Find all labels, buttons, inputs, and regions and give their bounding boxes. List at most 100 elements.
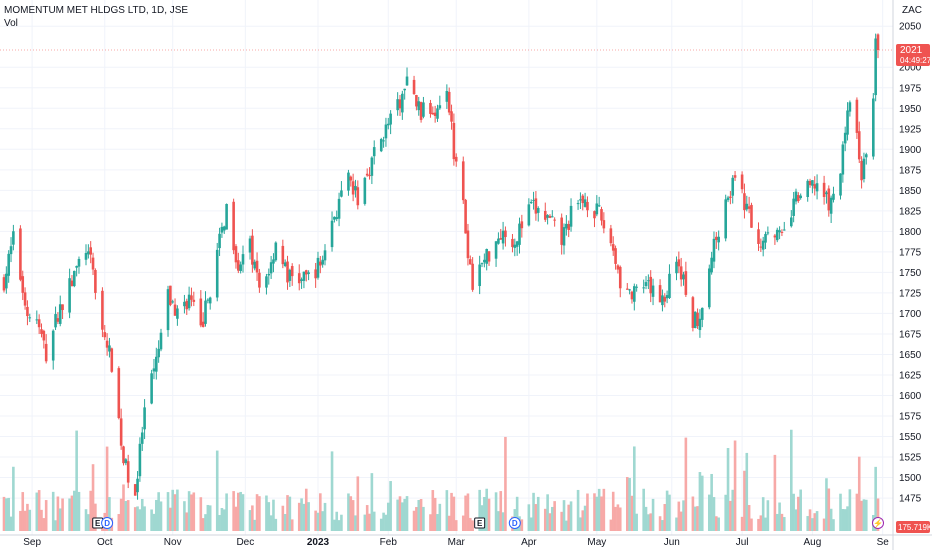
- candle[interactable]: [283, 259, 287, 268]
- candle[interactable]: [855, 97, 859, 139]
- candle[interactable]: [513, 238, 517, 257]
- candle[interactable]: [536, 206, 540, 222]
- candle[interactable]: [323, 244, 327, 266]
- candle[interactable]: [239, 261, 242, 274]
- candle[interactable]: [255, 252, 259, 281]
- candle[interactable]: [464, 198, 467, 234]
- candle[interactable]: [258, 268, 261, 293]
- candle[interactable]: [480, 262, 484, 268]
- candle[interactable]: [347, 169, 350, 196]
- candle[interactable]: [647, 274, 650, 290]
- candle[interactable]: [119, 408, 123, 450]
- candle[interactable]: [471, 257, 474, 292]
- candle[interactable]: [447, 87, 451, 116]
- candle[interactable]: [234, 244, 238, 269]
- candle[interactable]: [731, 175, 735, 204]
- candle[interactable]: [314, 262, 317, 288]
- candle[interactable]: [707, 264, 711, 310]
- candle[interactable]: [286, 255, 289, 290]
- candle[interactable]: [635, 284, 638, 292]
- candle[interactable]: [642, 279, 645, 294]
- candle[interactable]: [35, 310, 39, 325]
- candle[interactable]: [307, 270, 310, 281]
- candle[interactable]: [876, 33, 880, 59]
- candle[interactable]: [265, 273, 268, 295]
- candle[interactable]: [764, 231, 767, 250]
- candle[interactable]: [693, 311, 697, 329]
- candle[interactable]: [166, 285, 170, 337]
- candle[interactable]: [813, 176, 817, 196]
- candle[interactable]: [761, 236, 765, 257]
- candle[interactable]: [562, 223, 566, 255]
- candle[interactable]: [101, 287, 104, 338]
- candle[interactable]: [466, 223, 470, 266]
- candle[interactable]: [548, 214, 552, 219]
- candle[interactable]: [691, 295, 695, 332]
- candle[interactable]: [333, 216, 336, 223]
- candle[interactable]: [183, 294, 186, 314]
- candle[interactable]: [478, 255, 481, 295]
- candle[interactable]: [857, 121, 861, 164]
- candle[interactable]: [389, 110, 392, 135]
- candle[interactable]: [304, 269, 308, 282]
- candle[interactable]: [70, 275, 74, 287]
- candle[interactable]: [799, 193, 802, 200]
- candle[interactable]: [808, 178, 812, 188]
- candle[interactable]: [103, 325, 107, 341]
- candle[interactable]: [487, 250, 491, 266]
- candle[interactable]: [757, 222, 760, 251]
- candle[interactable]: [155, 347, 158, 380]
- candle[interactable]: [386, 117, 390, 130]
- candle[interactable]: [534, 190, 538, 221]
- earnings-marker[interactable]: E: [474, 517, 486, 529]
- candle[interactable]: [140, 426, 144, 451]
- candle[interactable]: [157, 340, 160, 363]
- candle[interactable]: [384, 117, 388, 147]
- candle[interactable]: [272, 253, 275, 273]
- candle[interactable]: [105, 333, 109, 356]
- candle[interactable]: [743, 183, 746, 219]
- candle[interactable]: [436, 104, 439, 122]
- candle[interactable]: [396, 92, 399, 116]
- candle[interactable]: [483, 253, 486, 268]
- candle[interactable]: [222, 225, 226, 234]
- candle[interactable]: [176, 305, 179, 326]
- candle[interactable]: [775, 227, 779, 243]
- candle[interactable]: [700, 307, 704, 328]
- candle[interactable]: [782, 221, 786, 231]
- candle[interactable]: [28, 313, 32, 323]
- candle[interactable]: [504, 226, 507, 247]
- candle[interactable]: [365, 168, 369, 177]
- candle[interactable]: [499, 228, 503, 240]
- candle[interactable]: [159, 328, 163, 352]
- candle[interactable]: [335, 210, 339, 222]
- candle[interactable]: [649, 270, 653, 303]
- candle[interactable]: [370, 156, 374, 185]
- candle[interactable]: [494, 240, 498, 267]
- candle[interactable]: [565, 215, 568, 236]
- candle[interactable]: [19, 225, 22, 282]
- candle[interactable]: [724, 194, 727, 242]
- candle[interactable]: [58, 295, 62, 327]
- candle[interactable]: [220, 222, 224, 238]
- candle[interactable]: [665, 290, 669, 304]
- candle[interactable]: [330, 211, 334, 252]
- candle[interactable]: [201, 312, 205, 328]
- candle[interactable]: [87, 244, 90, 259]
- candle[interactable]: [372, 140, 376, 165]
- candle[interactable]: [218, 227, 221, 257]
- candle[interactable]: [450, 104, 453, 130]
- candle[interactable]: [412, 75, 416, 95]
- candle[interactable]: [382, 136, 385, 148]
- candle[interactable]: [511, 233, 514, 253]
- candle[interactable]: [185, 298, 189, 315]
- candle[interactable]: [438, 95, 442, 110]
- candle[interactable]: [717, 230, 720, 251]
- candle[interactable]: [77, 256, 81, 274]
- candle[interactable]: [204, 291, 207, 327]
- candle[interactable]: [274, 241, 278, 262]
- candle[interactable]: [677, 251, 681, 274]
- candle[interactable]: [208, 296, 212, 310]
- candle[interactable]: [630, 290, 634, 304]
- dividend-marker[interactable]: D: [508, 517, 521, 529]
